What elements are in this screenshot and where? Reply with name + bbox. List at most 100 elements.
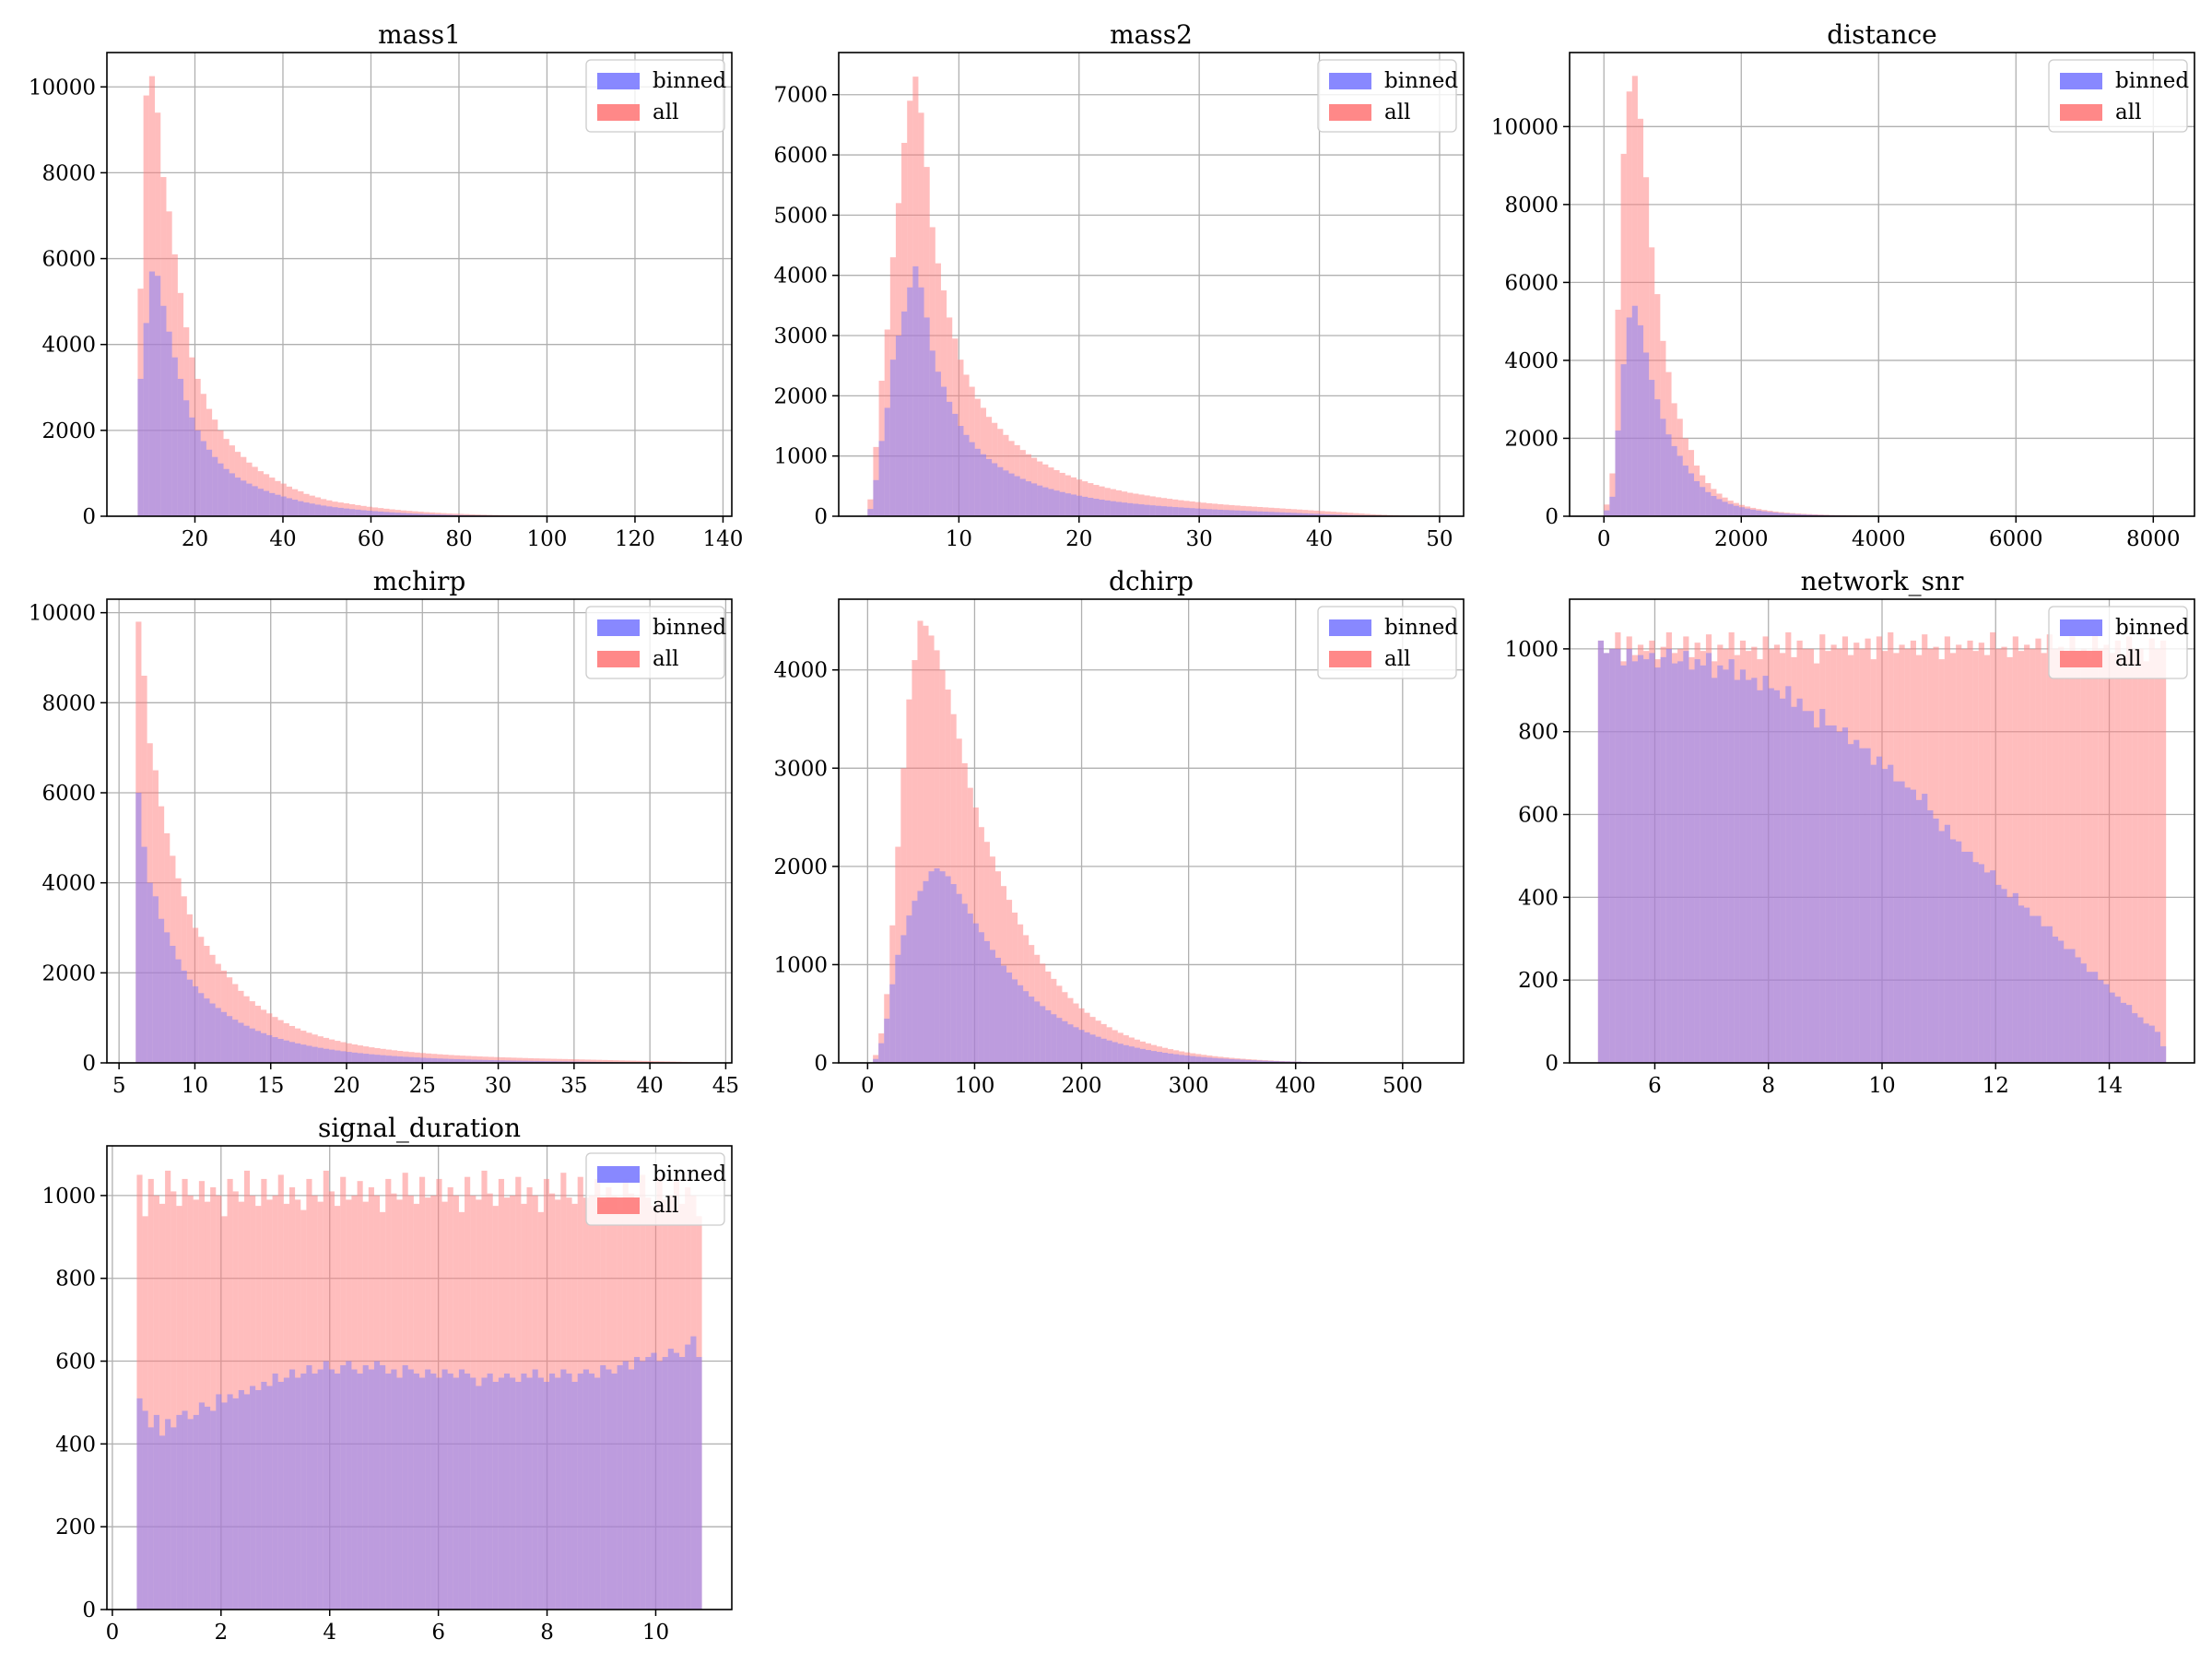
bar-binned bbox=[1190, 1056, 1195, 1063]
bar-binned bbox=[178, 379, 183, 516]
bar-binned bbox=[148, 1427, 154, 1610]
bar-binned bbox=[968, 914, 973, 1063]
bar-binned bbox=[1140, 1049, 1146, 1063]
x-tick-label: 20 bbox=[333, 1074, 359, 1098]
x-tick-label: 120 bbox=[615, 527, 655, 551]
y-tick-label: 0 bbox=[82, 1052, 96, 1076]
bar-binned bbox=[1750, 510, 1756, 516]
bar-binned bbox=[392, 1056, 397, 1063]
bar-binned bbox=[1945, 825, 1950, 1063]
bar-binned bbox=[1604, 653, 1609, 1063]
bar-binned bbox=[544, 1382, 549, 1610]
bar-binned bbox=[1133, 503, 1138, 516]
x-tick-label: 0 bbox=[106, 1621, 120, 1645]
legend-label-all: all bbox=[1384, 647, 1410, 671]
bar-binned bbox=[1138, 504, 1144, 516]
bar-binned bbox=[1167, 507, 1172, 516]
bar-binned bbox=[1079, 1030, 1085, 1063]
bar-binned bbox=[1161, 506, 1167, 516]
bar-binned bbox=[890, 360, 896, 516]
x-tick-label: 2000 bbox=[1714, 527, 1769, 551]
bar-binned bbox=[250, 1029, 255, 1063]
x-tick-label: 10 bbox=[946, 527, 972, 551]
bar-binned bbox=[1694, 481, 1700, 516]
bar-binned bbox=[1995, 885, 2001, 1063]
bar-binned bbox=[1677, 661, 1683, 1063]
bar-binned bbox=[1609, 649, 1615, 1063]
bar-binned bbox=[289, 1370, 295, 1610]
x-tick-label: 4000 bbox=[1852, 527, 1906, 551]
bar-binned bbox=[583, 1370, 589, 1610]
bar-binned bbox=[351, 1370, 357, 1610]
bar-binned bbox=[924, 317, 930, 516]
bar-binned bbox=[300, 1044, 306, 1063]
bar-binned bbox=[2144, 1023, 2149, 1063]
bar-binned bbox=[266, 1386, 272, 1610]
bar-binned bbox=[917, 891, 923, 1063]
chart-title: mchirp bbox=[373, 566, 466, 596]
legend-swatch-binned bbox=[597, 1166, 640, 1183]
bar-binned bbox=[2121, 1003, 2126, 1063]
bar-binned bbox=[1871, 765, 1877, 1063]
bar-binned bbox=[385, 1374, 391, 1610]
bar-binned bbox=[175, 960, 181, 1063]
bar-binned bbox=[1124, 1045, 1129, 1063]
x-tick-label: 0 bbox=[861, 1074, 875, 1098]
bar-binned bbox=[210, 1410, 216, 1610]
bar-binned bbox=[947, 402, 952, 516]
bar-binned bbox=[303, 502, 309, 516]
bar-binned bbox=[986, 459, 992, 516]
legend-label-binned: binned bbox=[653, 1162, 726, 1186]
bar-binned bbox=[984, 941, 990, 1063]
bar-binned bbox=[135, 793, 141, 1063]
bar-binned bbox=[912, 266, 918, 516]
bar-binned bbox=[347, 1052, 352, 1063]
bar-binned bbox=[1088, 498, 1093, 516]
x-tick-label: 40 bbox=[636, 1074, 663, 1098]
bar-binned bbox=[1042, 488, 1048, 516]
bar-binned bbox=[1184, 1056, 1190, 1063]
bar-binned bbox=[1090, 1034, 1096, 1063]
y-tick-label: 600 bbox=[55, 1350, 96, 1374]
bar-binned bbox=[278, 1039, 284, 1063]
bar-binned bbox=[275, 495, 280, 516]
legend-label-all: all bbox=[1384, 100, 1410, 124]
bar-binned bbox=[941, 387, 947, 516]
bar-binned bbox=[273, 1374, 278, 1610]
bar-binned bbox=[2115, 997, 2121, 1063]
bar-binned bbox=[1745, 509, 1750, 516]
bar-binned bbox=[1229, 510, 1234, 516]
bar-binned bbox=[329, 1050, 335, 1063]
bar-binned bbox=[589, 1374, 594, 1610]
bar-binned bbox=[1956, 842, 1961, 1063]
bar-binned bbox=[1735, 680, 1740, 1063]
bar-binned bbox=[182, 1410, 187, 1610]
bar-binned bbox=[1848, 744, 1853, 1063]
bar-binned bbox=[1621, 364, 1627, 516]
y-tick-label: 4000 bbox=[773, 265, 828, 289]
chart-title: mass1 bbox=[378, 19, 461, 50]
bar-binned bbox=[321, 505, 326, 516]
bar-binned bbox=[1672, 664, 1677, 1063]
bar-binned bbox=[1819, 709, 1825, 1063]
bar-binned bbox=[292, 500, 298, 516]
bar-binned bbox=[295, 1044, 300, 1063]
x-tick-label: 100 bbox=[527, 527, 568, 551]
y-tick-label: 8000 bbox=[1504, 194, 1559, 218]
bar-binned bbox=[515, 1382, 521, 1610]
bar-binned bbox=[1927, 810, 1933, 1063]
bar-binned bbox=[900, 935, 906, 1063]
bar-binned bbox=[504, 1374, 510, 1610]
bar-binned bbox=[2087, 972, 2092, 1063]
bar-binned bbox=[594, 1378, 600, 1610]
bar-binned bbox=[2076, 957, 2081, 1063]
bar-binned bbox=[1825, 725, 1830, 1063]
bar-binned bbox=[284, 1378, 289, 1610]
bar-binned bbox=[1984, 872, 1990, 1063]
bar-binned bbox=[2160, 1046, 2166, 1063]
bar-binned bbox=[149, 272, 155, 516]
bar-binned bbox=[1695, 659, 1700, 1063]
bar-binned bbox=[1003, 470, 1008, 516]
bar-binned bbox=[205, 1407, 210, 1610]
